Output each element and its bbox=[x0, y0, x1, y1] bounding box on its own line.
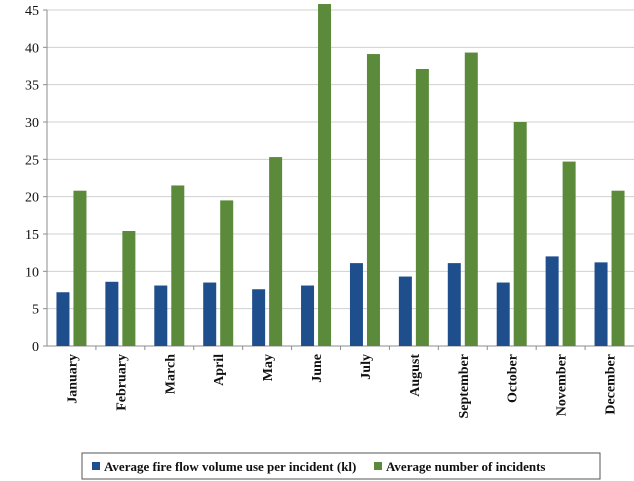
y-tick-label: 35 bbox=[25, 79, 39, 94]
bar-incidents-december bbox=[611, 190, 625, 346]
x-category-label: June bbox=[310, 354, 325, 383]
x-category-label: August bbox=[408, 354, 423, 397]
bar-incidents-february bbox=[122, 231, 136, 346]
x-axis-category-labels: January February March April May June July Augu… bbox=[65, 354, 618, 419]
axes bbox=[43, 9, 634, 350]
y-tick-label: 15 bbox=[25, 228, 39, 243]
y-tick-label: 5 bbox=[32, 303, 39, 318]
bar-fire-flow-april bbox=[203, 282, 217, 346]
grid-lines bbox=[47, 9, 634, 310]
y-tick-label: 45 bbox=[25, 4, 39, 19]
bar-fire-flow-february bbox=[105, 281, 119, 346]
y-tick-label: 0 bbox=[32, 340, 39, 355]
x-category-label: December bbox=[604, 354, 619, 415]
bar-incidents-may bbox=[269, 157, 283, 346]
x-category-label: April bbox=[212, 354, 227, 386]
bar-incidents-june bbox=[318, 4, 332, 346]
bar-incidents-april bbox=[220, 200, 234, 346]
legend-box bbox=[81, 452, 601, 480]
bar-incidents-august bbox=[415, 68, 429, 346]
bar-fire-flow-october bbox=[496, 282, 510, 346]
bar-incidents-october bbox=[513, 122, 527, 346]
bar-fire-flow-december bbox=[594, 262, 608, 346]
y-tick-label: 30 bbox=[25, 116, 39, 131]
x-category-label: May bbox=[261, 354, 276, 381]
bar-incidents-november bbox=[562, 161, 576, 346]
bars bbox=[56, 4, 625, 347]
y-tick-label: 40 bbox=[25, 41, 39, 56]
x-category-label: October bbox=[506, 354, 521, 403]
y-tick-label: 25 bbox=[25, 153, 39, 168]
legend-item-incidents: Average number of incidents bbox=[386, 459, 545, 474]
bar-incidents-september bbox=[464, 52, 478, 347]
bar-fire-flow-june bbox=[301, 285, 315, 346]
x-category-label: March bbox=[163, 354, 178, 394]
bar-fire-flow-march bbox=[154, 285, 168, 346]
bar-fire-flow-august bbox=[398, 276, 412, 346]
bar-fire-flow-november bbox=[545, 256, 559, 346]
bar-fire-flow-january bbox=[56, 292, 70, 346]
legend-swatch bbox=[374, 462, 382, 470]
x-category-label: November bbox=[555, 354, 570, 416]
legend-item-fire-flow: Average fire flow volume use per inciden… bbox=[104, 459, 356, 474]
bar-fire-flow-may bbox=[252, 289, 266, 346]
legend: Average fire flow volume use per inciden… bbox=[81, 452, 601, 480]
x-category-label: July bbox=[359, 354, 374, 380]
legend-swatch bbox=[92, 462, 100, 470]
bar-incidents-july bbox=[366, 54, 380, 346]
bar-fire-flow-july bbox=[349, 263, 363, 346]
x-category-label: September bbox=[457, 354, 472, 419]
y-tick-label: 20 bbox=[25, 191, 39, 206]
bar-incidents-january bbox=[73, 190, 87, 346]
y-axis-ticks: 0 5 10 15 20 25 30 35 40 45 bbox=[25, 4, 39, 355]
bar-incidents-march bbox=[171, 185, 185, 346]
y-tick-label: 10 bbox=[25, 265, 39, 280]
x-category-label: January bbox=[65, 354, 80, 404]
bar-fire-flow-september bbox=[447, 263, 461, 346]
x-category-label: February bbox=[114, 354, 129, 411]
